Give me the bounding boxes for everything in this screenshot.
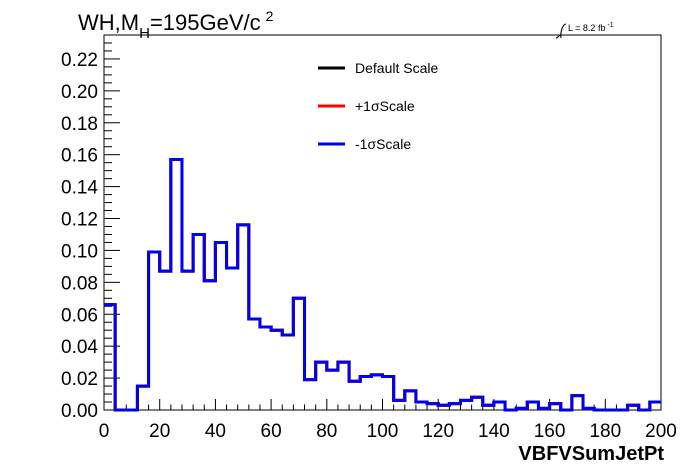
y-tick-label: 0.08 — [61, 273, 98, 294]
series-line-2 — [104, 157, 661, 412]
x-tick-label: 200 — [645, 421, 677, 442]
x-tick-label: 40 — [205, 421, 226, 442]
y-tick-label: 0.20 — [61, 82, 98, 103]
lumi-text: L = 8.2 fb — [568, 23, 605, 33]
title-superscript: 2 — [266, 8, 274, 24]
axes: 0 20 40 60 80 100 120 140 160 180 200 0.00 0.02 0.04 0… — [61, 34, 677, 442]
x-axis-label: VBFVSumJetPt — [518, 443, 664, 465]
x-tick-label: 60 — [261, 421, 282, 442]
series-line-0 — [104, 157, 661, 412]
x-tick-label: 160 — [534, 421, 566, 442]
luminosity-annotation: L = 8.2 fb -1 — [555, 22, 614, 39]
y-tick-label: 0.10 — [61, 241, 98, 262]
y-tick-label: 0.06 — [61, 305, 98, 326]
y-tick-label: 0.22 — [61, 50, 98, 71]
title-main: WH,M — [78, 10, 139, 35]
x-tick-label: 0 — [99, 421, 110, 442]
integral-sign — [555, 23, 567, 39]
plot-frame — [103, 34, 662, 411]
y-tick-label: 0.18 — [61, 114, 98, 135]
legend-label-2: -1σScale — [355, 136, 411, 152]
y-tick-label: 0.16 — [61, 146, 98, 167]
x-tick-label: 80 — [316, 421, 337, 442]
x-tick-label: 180 — [589, 421, 621, 442]
y-tick-label: 0.02 — [61, 369, 98, 390]
legend-label-0: Default Scale — [355, 60, 438, 76]
legend: Default Scale +1σScale -1σScale — [318, 60, 438, 152]
title-tail: =195GeV/c — [150, 10, 261, 35]
x-tick-label: 100 — [367, 421, 399, 442]
y-tick-label: 0.00 — [61, 401, 98, 422]
title-subscript: H — [139, 25, 150, 42]
chart-title: WH,MH=195GeV/c 2 — [78, 8, 274, 42]
y-tick-label: 0.14 — [61, 178, 98, 199]
x-tick-label: 20 — [149, 421, 170, 442]
x-tick-label: 140 — [478, 421, 510, 442]
y-tick-label: 0.04 — [61, 337, 98, 358]
series-line-1 — [104, 157, 661, 412]
svg-text:L = 8.2 fb-1: L = 8.2 fb -1 — [568, 22, 614, 33]
lumi-superscript: -1 — [607, 22, 613, 29]
legend-label-1: +1σScale — [355, 98, 415, 114]
series-layer — [104, 157, 661, 412]
x-tick-label: 120 — [422, 421, 454, 442]
y-tick-label: 0.12 — [61, 210, 98, 231]
